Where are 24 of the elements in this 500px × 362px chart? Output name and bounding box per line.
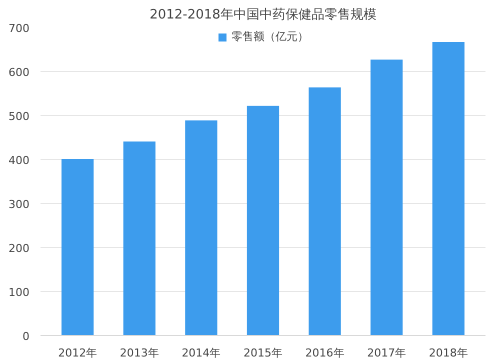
y-tick-label: 400 — [8, 154, 30, 167]
x-tick-label: 2014年 — [182, 346, 221, 360]
y-tick-label: 100 — [8, 286, 30, 299]
y-tick-label: 700 — [8, 22, 30, 35]
legend-label: 零售额（亿元） — [232, 29, 308, 44]
y-tick-label: 500 — [8, 110, 30, 123]
x-tick-label: 2012年 — [58, 346, 98, 360]
bar — [308, 87, 341, 336]
bar — [123, 141, 156, 336]
chart-title: 2012-2018年中国中药保健品零售规模 — [150, 8, 376, 22]
x-tick-label: 2015年 — [244, 346, 283, 360]
y-tick-label: 200 — [8, 242, 30, 255]
bar — [370, 60, 403, 336]
x-tick-label: 2016年 — [305, 346, 344, 360]
x-tick-label: 2018年 — [428, 346, 468, 360]
bar — [185, 120, 218, 336]
y-tick-label: 0 — [22, 330, 30, 343]
y-tick-label: 600 — [8, 66, 30, 79]
bar — [62, 159, 94, 336]
bar — [246, 106, 280, 336]
y-tick-label: 300 — [8, 198, 30, 211]
x-tick-label: 2017年 — [367, 346, 406, 360]
x-tick-label: 2013年 — [120, 346, 159, 360]
bar — [432, 42, 464, 336]
